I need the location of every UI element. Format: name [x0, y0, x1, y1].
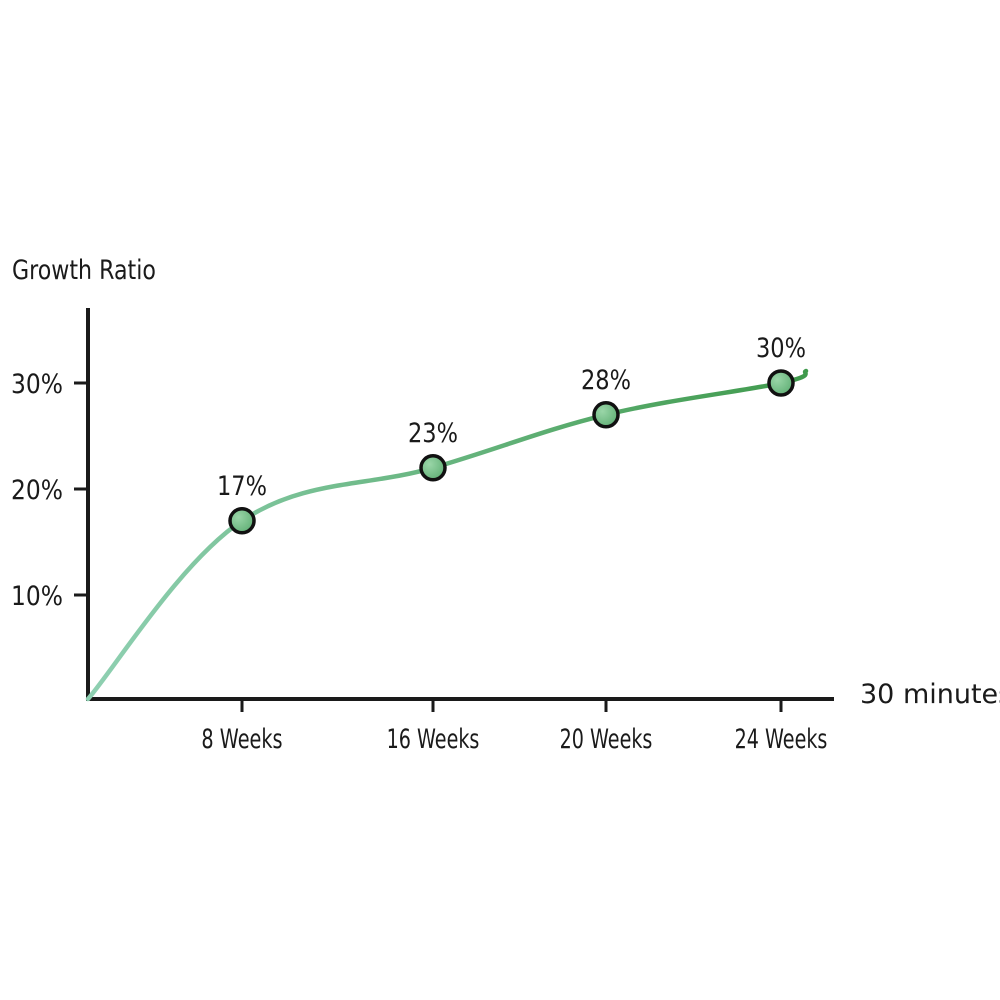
series-line [85, 368, 809, 702]
y-axis-title: Growth Ratio [12, 254, 156, 286]
y-tick-label: 10% [11, 581, 63, 612]
data-point-marker [228, 507, 256, 535]
markers [228, 369, 795, 535]
y-ticks: 10% 20% 30% [11, 369, 88, 612]
y-tick-label: 30% [11, 369, 63, 400]
data-point-marker [419, 454, 447, 482]
x-tick-label: 20 Weeks [560, 724, 653, 755]
data-point-marker [592, 401, 620, 429]
data-label: 28% [581, 365, 631, 396]
data-labels: 17% 23% 28% 30% [217, 333, 806, 502]
data-point-marker [767, 369, 795, 397]
x-ticks: 8 Weeks 16 Weeks 20 Weeks 24 Weeks [201, 699, 827, 755]
x-axis-title: 30 minutes [860, 679, 1000, 710]
y-tick-label: 20% [11, 475, 63, 506]
data-label: 30% [756, 333, 806, 364]
data-label: 17% [217, 471, 267, 502]
x-tick-label: 24 Weeks [735, 724, 828, 755]
x-tick-label: 8 Weeks [201, 724, 282, 755]
data-label: 23% [408, 418, 458, 449]
x-tick-label: 16 Weeks [387, 724, 480, 755]
